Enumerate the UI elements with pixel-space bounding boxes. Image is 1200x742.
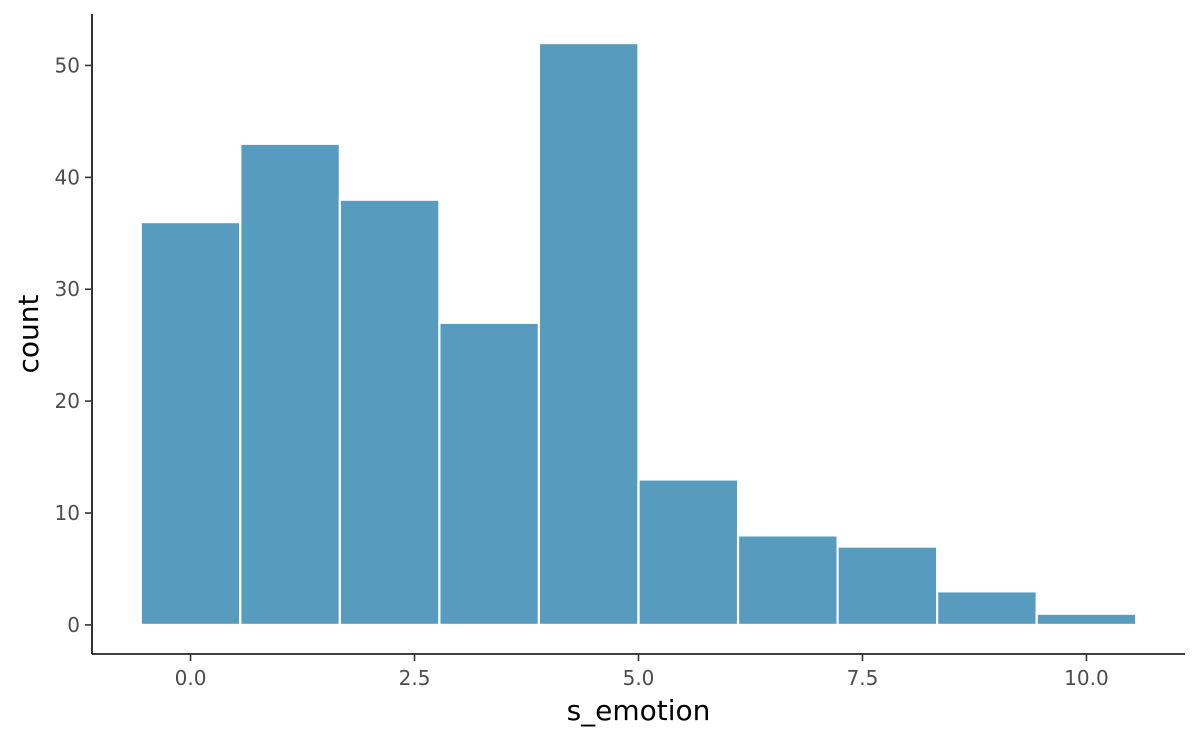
- y-tick-label-4: 40: [55, 165, 80, 189]
- y-tick-label-1: 10: [55, 501, 80, 525]
- histogram-bar-6: [736, 534, 839, 627]
- x-tick-label-1: 2.5: [399, 666, 431, 690]
- y-axis-title: count: [12, 294, 45, 373]
- y-tick-label-5: 50: [55, 53, 80, 77]
- y-tick-label-0: 0: [67, 613, 80, 637]
- x-axis-title: s_emotion: [567, 694, 711, 727]
- histogram-bar-0: [139, 221, 242, 627]
- histogram-bar-3: [438, 321, 541, 627]
- y-tick-label-2: 20: [55, 389, 80, 413]
- x-axis-ticks: 0.0 2.5 5.0 7.5 10.0: [175, 654, 1109, 690]
- y-axis-ticks: 0 10 20 30 40 50: [55, 53, 92, 637]
- histogram-bar-9: [1035, 612, 1138, 627]
- y-tick-label-3: 30: [55, 277, 80, 301]
- histogram-bar-1: [239, 142, 341, 627]
- x-tick-label-3: 7.5: [847, 666, 879, 690]
- histogram-bar-8: [936, 590, 1038, 627]
- histogram-bar-2: [338, 198, 441, 627]
- histogram-bar-5: [637, 478, 740, 627]
- bars-layer: [139, 41, 1138, 627]
- histogram-bar-7: [836, 545, 939, 627]
- x-tick-label-4: 10.0: [1064, 666, 1109, 690]
- x-tick-label-2: 5.0: [623, 666, 655, 690]
- histogram-bar-4: [537, 41, 640, 627]
- x-tick-label-0: 0.0: [175, 666, 207, 690]
